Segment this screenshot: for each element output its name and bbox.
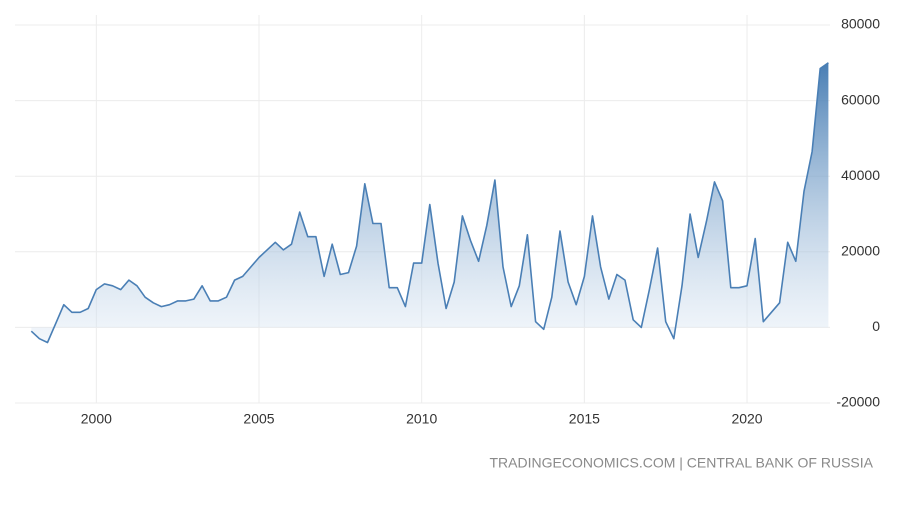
- y-tick-label: 40000: [841, 167, 880, 183]
- y-tick-label: 20000: [841, 243, 880, 259]
- y-tick-label: 60000: [841, 91, 880, 107]
- y-tick-label: -20000: [836, 394, 880, 410]
- x-tick-label: 2000: [81, 411, 112, 427]
- x-tick-label: 2005: [243, 411, 274, 427]
- line: [30, 62, 829, 344]
- area: [31, 62, 829, 343]
- source: TRADINGECONOMICS.COM | CENTRAL BANK OF R…: [490, 455, 874, 471]
- y-tick-label: 0: [872, 318, 880, 334]
- x-tick-label: 2010: [406, 411, 437, 427]
- x-tick-label: 2015: [569, 411, 600, 427]
- y-tick-label: 80000: [841, 16, 880, 32]
- x-tick-label: 2020: [731, 411, 762, 427]
